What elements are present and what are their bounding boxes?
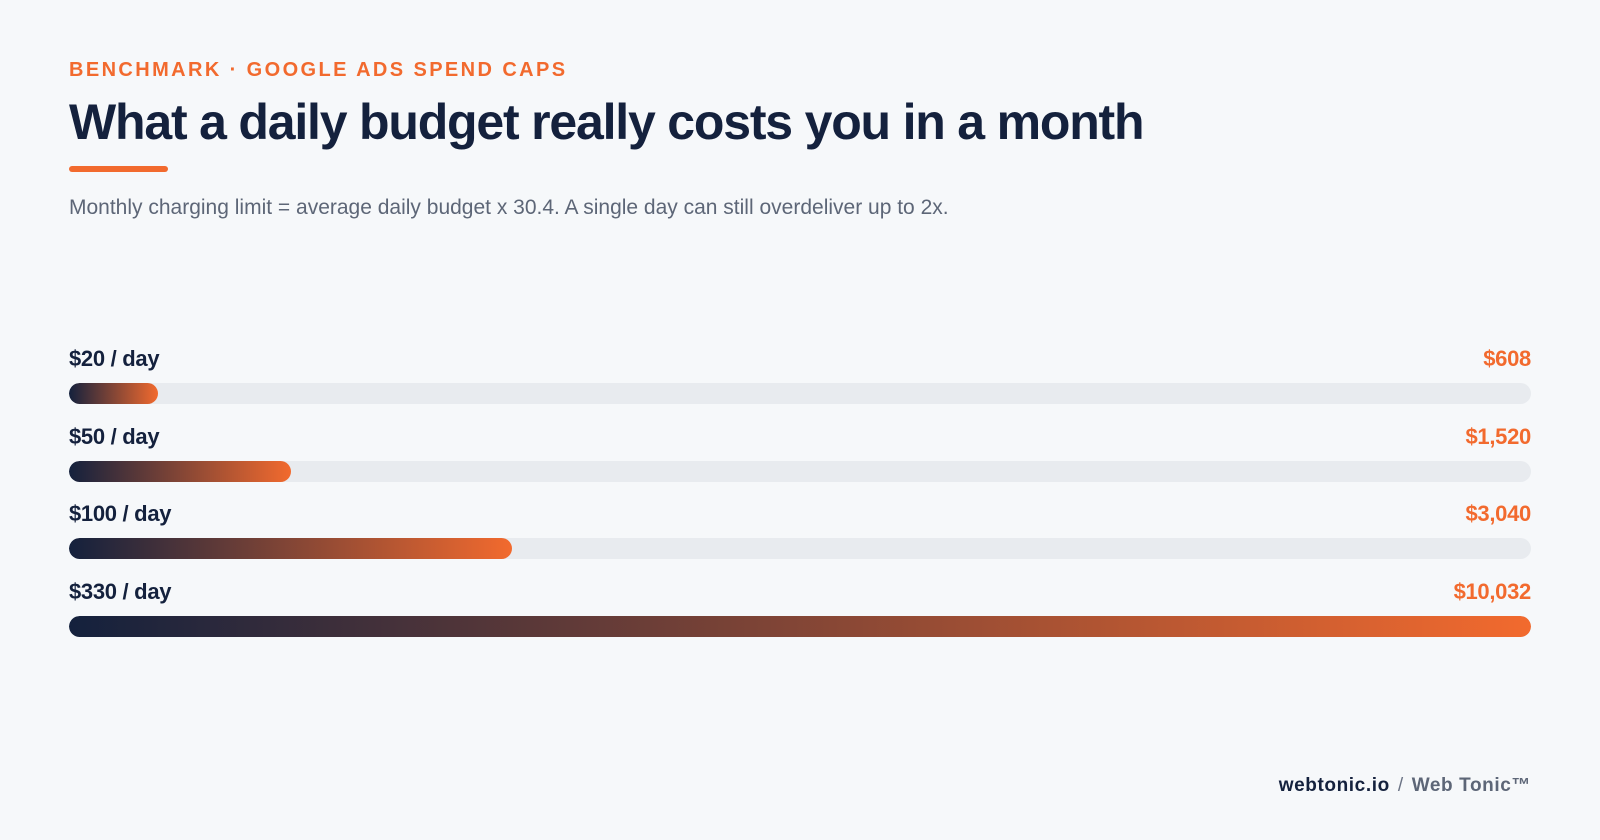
bar-row: $100 / day $3,040 — [69, 501, 1531, 579]
title-underline — [69, 166, 168, 172]
bar-fill — [69, 383, 158, 404]
bar-fill — [69, 538, 513, 559]
bar-chart: $20 / day $608 $50 / day $1,520 $100 / day $3… — [69, 346, 1531, 656]
bar-label: $50 / day — [69, 423, 160, 449]
footer-separator: / — [1397, 775, 1404, 796]
bar-label: $20 / day — [69, 346, 160, 371]
page-subtitle: Monthly charging limit = average daily b… — [69, 196, 949, 219]
bar-value-label: $608 — [1483, 346, 1531, 371]
bar-value-label: $1,520 — [1465, 423, 1532, 449]
bar-track — [69, 383, 1531, 404]
eyebrow-label: BENCHMARK · GOOGLE ADS SPEND CAPS — [69, 59, 568, 81]
bar-fill — [69, 615, 1531, 637]
footer-brand: Web Tonic™ — [1411, 775, 1531, 796]
bar-track — [69, 615, 1531, 637]
bar-value-label: $10,032 — [1453, 578, 1532, 604]
footer-site: webtonic.io — [1278, 775, 1390, 796]
bar-track — [69, 460, 1531, 482]
bar-track — [69, 538, 1531, 559]
bar-row: $330 / day $10,032 — [69, 579, 1531, 657]
bar-row: $20 / day $608 — [69, 346, 1531, 424]
footer-credit: webtonic.io / Web Tonic™ — [1279, 775, 1531, 797]
bar-label: $100 / day — [69, 501, 172, 526]
bar-row: $50 / day $1,520 — [69, 424, 1531, 502]
bar-value-label: $3,040 — [1465, 501, 1532, 526]
bar-label: $330 / day — [69, 578, 172, 604]
bar-fill — [69, 460, 291, 482]
page-title: What a daily budget really costs you in … — [69, 94, 1145, 150]
